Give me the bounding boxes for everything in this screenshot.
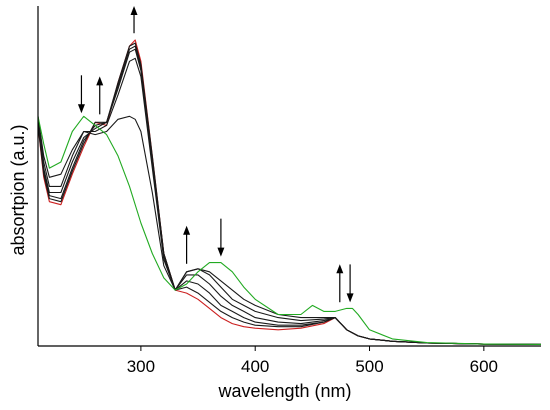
series-line-2	[38, 42, 542, 345]
arrow-up-icon	[96, 76, 104, 115]
series-line-3	[38, 45, 542, 345]
arrow-up-icon	[336, 264, 344, 303]
series-line-4	[38, 48, 542, 345]
arrow-up-icon	[130, 6, 138, 34]
x-axis-label: wavelength (nm)	[217, 381, 351, 401]
x-tick-label: 600	[470, 357, 498, 376]
arrow-down-icon	[217, 218, 225, 257]
series-line-7	[38, 115, 542, 345]
x-tick-layer: 300 400 500 600	[127, 346, 498, 376]
y-axis-label: absortpion (a.u.)	[8, 124, 28, 255]
x-tick-label: 300	[127, 357, 155, 376]
x-tick-label: 500	[355, 357, 383, 376]
series-line-6	[38, 115, 542, 345]
arrow-up-icon	[183, 225, 191, 264]
arrow-down-icon	[346, 264, 354, 303]
arrow-down-icon	[77, 75, 85, 114]
series-line-1	[38, 39, 542, 345]
series-layer	[38, 39, 542, 345]
arrow-layer	[77, 6, 354, 303]
x-tick-label: 400	[241, 357, 269, 376]
